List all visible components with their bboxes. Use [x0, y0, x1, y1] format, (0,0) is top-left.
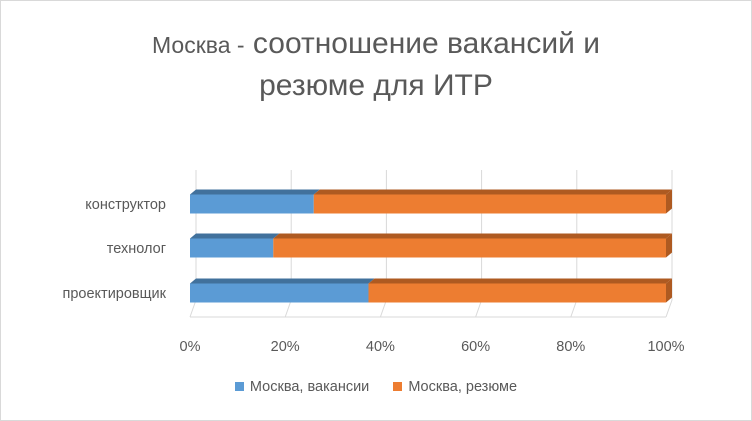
legend: Москва, вакансии Москва, резюме: [0, 379, 752, 395]
gridline-floor: [284, 299, 292, 318]
x-tick-label: 80%: [556, 339, 585, 355]
x-tick-label: 40%: [366, 339, 395, 355]
bar-top-face: [190, 233, 280, 239]
bar-top-face: [313, 189, 672, 195]
legend-label-resumes: Москва, резюме: [408, 379, 518, 395]
category-label: проектировщик: [63, 286, 167, 302]
bar-segment: [313, 194, 666, 214]
bar-top-face: [273, 233, 672, 239]
gridline-floor: [475, 299, 483, 318]
bar-segment: [273, 238, 666, 258]
bar-top-face: [190, 278, 375, 284]
bar-segment: [190, 283, 369, 303]
bar-segment: [190, 194, 314, 214]
bar-segment: [190, 238, 274, 258]
bar-top-face: [190, 189, 320, 195]
bar-side-face: [666, 189, 672, 214]
category-label: технолог: [107, 241, 166, 257]
x-tick-label: 60%: [461, 339, 490, 355]
bar-side-face: [666, 233, 672, 258]
gridline-floor: [570, 299, 578, 318]
x-tick-label: 20%: [271, 339, 300, 355]
bar-segment: [368, 283, 666, 303]
legend-item-vacancies: Москва, вакансии: [234, 379, 370, 395]
legend-swatch-resumes: [393, 381, 403, 391]
gridline-floor: [379, 299, 387, 318]
legend-item-resumes: Москва, резюме: [393, 379, 517, 395]
legend-swatch-vacancies: [234, 381, 244, 391]
chart-title-prefix: Москва -: [152, 32, 245, 58]
gridline-floor: [665, 299, 673, 318]
chart-title-main: соотношение вакансий и: [252, 27, 600, 60]
chart-title-line-1: Москва - соотношение вакансий и: [60, 22, 692, 67]
x-tick-label: 0%: [180, 339, 201, 355]
category-label: конструктор: [85, 197, 166, 213]
legend-label-vacancies: Москва, вакансии: [249, 379, 370, 395]
x-tick-label: 100%: [647, 339, 684, 355]
chart-title-line-2: резюме для ИТР: [259, 69, 493, 102]
bar-top-face: [368, 278, 672, 284]
gridline-floor: [189, 299, 197, 318]
bar-side-face: [666, 278, 672, 303]
